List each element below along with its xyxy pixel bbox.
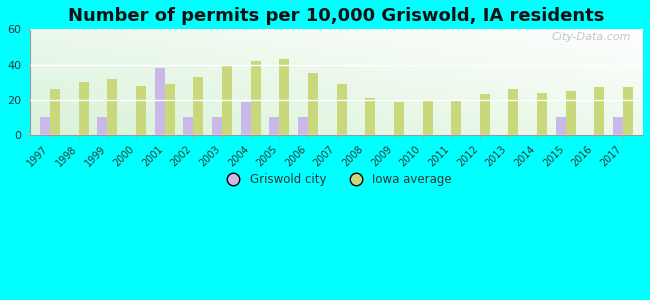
Bar — [623, 87, 633, 135]
Bar — [107, 79, 118, 135]
Bar — [222, 64, 232, 135]
Bar — [508, 89, 519, 135]
Bar — [183, 117, 193, 135]
Bar — [451, 100, 461, 135]
Bar — [164, 84, 175, 135]
Legend: Griswold city, Iowa average: Griswold city, Iowa average — [216, 168, 456, 190]
Bar — [50, 89, 60, 135]
Bar — [556, 117, 566, 135]
Bar — [422, 100, 432, 135]
Bar — [365, 98, 375, 135]
Bar — [594, 87, 604, 135]
Bar — [212, 117, 222, 135]
Bar — [79, 82, 89, 135]
Title: Number of permits per 10,000 Griswold, IA residents: Number of permits per 10,000 Griswold, I… — [68, 7, 604, 25]
Bar — [537, 93, 547, 135]
Bar — [193, 77, 203, 135]
Bar — [155, 68, 164, 135]
Bar — [308, 73, 318, 135]
Bar — [613, 117, 623, 135]
Bar — [136, 86, 146, 135]
Text: City-Data.com: City-Data.com — [551, 32, 630, 42]
Bar — [269, 117, 280, 135]
Bar — [251, 61, 261, 135]
Bar — [280, 59, 289, 135]
Bar — [394, 101, 404, 135]
Bar — [480, 94, 490, 135]
Bar — [566, 91, 576, 135]
Bar — [298, 117, 308, 135]
Bar — [240, 101, 251, 135]
Bar — [337, 84, 346, 135]
Bar — [40, 117, 50, 135]
Bar — [98, 117, 107, 135]
